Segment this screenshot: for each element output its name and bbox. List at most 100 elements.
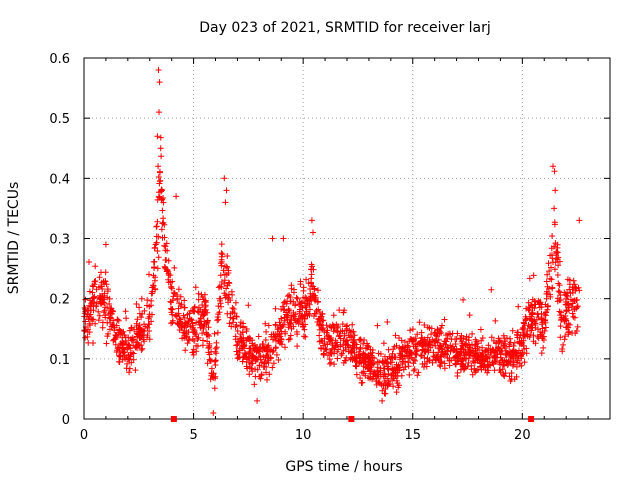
data-point [414, 372, 421, 379]
data-point [523, 331, 530, 338]
data-point [532, 322, 539, 328]
data-point [454, 369, 461, 376]
data-point [543, 295, 550, 302]
data-point [488, 334, 495, 341]
data-point [521, 359, 528, 366]
data-point [87, 303, 94, 310]
data-point [396, 356, 403, 363]
data-point [89, 289, 96, 296]
data-point [484, 358, 491, 365]
data-point [263, 369, 269, 376]
data-point [226, 320, 233, 327]
data-point [123, 354, 130, 361]
data-point [334, 355, 341, 362]
data-point [543, 278, 550, 285]
data-point [442, 348, 449, 355]
data-point [565, 304, 572, 311]
data-point [561, 317, 568, 324]
data-point [205, 349, 212, 356]
data-point [384, 365, 391, 372]
data-point [185, 318, 192, 325]
data-point [126, 369, 133, 376]
data-point [451, 346, 458, 353]
data-point [323, 346, 330, 353]
data-point [183, 327, 190, 334]
data-point [343, 327, 350, 334]
data-point [138, 347, 145, 353]
data-point [301, 333, 307, 340]
data-point [121, 332, 128, 339]
data-point [539, 325, 546, 332]
data-point [193, 342, 200, 349]
data-point [304, 300, 311, 307]
data-point [404, 342, 411, 349]
data-point [298, 299, 305, 306]
data-point [482, 367, 489, 373]
data-point [201, 298, 208, 305]
data-point [218, 279, 225, 285]
data-point [283, 300, 290, 307]
data-point [155, 174, 162, 180]
data-point [154, 133, 161, 140]
data-point [180, 329, 187, 336]
data-point [374, 368, 381, 375]
data-point [393, 361, 400, 368]
data-point [128, 337, 135, 344]
data-point [483, 355, 489, 362]
y-tick-label: 0 [62, 413, 70, 428]
data-point [379, 387, 386, 394]
data-point [548, 276, 555, 283]
data-point [201, 291, 208, 298]
data-point [417, 339, 424, 346]
data-point [221, 271, 228, 278]
data-point [89, 299, 96, 305]
data-point [224, 253, 231, 259]
data-point [390, 346, 397, 353]
data-point [102, 312, 109, 319]
data-point [302, 304, 309, 311]
data-point [531, 316, 538, 323]
data-point [229, 305, 236, 311]
data-point [284, 293, 291, 300]
data-point [278, 306, 285, 313]
data-point [140, 336, 147, 343]
data-point [557, 323, 564, 330]
data-point [556, 308, 563, 315]
data-point [161, 263, 168, 270]
data-point [316, 332, 323, 339]
data-point [144, 297, 151, 304]
data-point [447, 348, 454, 355]
data-point [535, 326, 541, 333]
data-point [265, 359, 272, 366]
data-point [96, 274, 103, 281]
data-point [410, 343, 417, 350]
data-point [566, 281, 573, 288]
data-point [559, 348, 566, 355]
data-point [455, 358, 462, 365]
data-point [573, 305, 580, 312]
data-point [294, 295, 301, 302]
data-point [500, 342, 507, 349]
data-point [252, 358, 259, 365]
data-point [159, 207, 166, 214]
data-point [446, 362, 453, 369]
data-point [357, 375, 364, 382]
data-point [431, 329, 438, 336]
data-point [547, 291, 553, 298]
data-point [89, 282, 96, 289]
data-point [504, 335, 510, 342]
data-point [436, 344, 443, 351]
data-point [476, 347, 483, 353]
data-point [184, 321, 191, 328]
data-point [469, 352, 476, 359]
data-point [380, 359, 387, 366]
data-point [162, 257, 169, 263]
data-point [471, 353, 478, 360]
data-point [549, 285, 556, 292]
data-point [544, 303, 551, 310]
data-point [244, 365, 251, 372]
data-point [321, 329, 328, 335]
data-point [250, 342, 256, 349]
data-point [401, 353, 408, 360]
data-point [212, 345, 219, 352]
